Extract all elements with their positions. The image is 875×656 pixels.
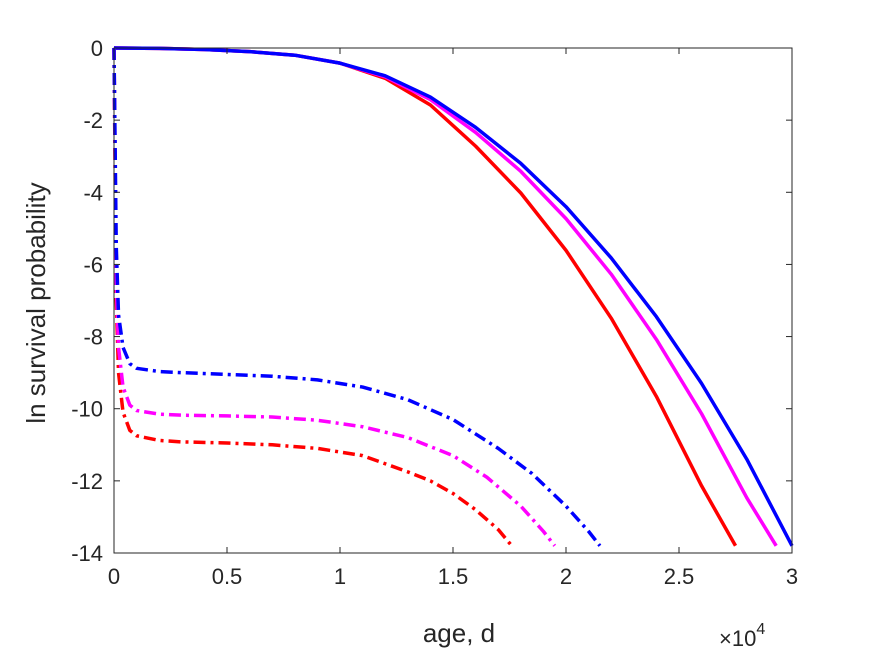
y-axis-label: ln survival probability — [21, 182, 51, 423]
series-line-4 — [112, 47, 514, 547]
x-tick-label: 0.5 — [212, 564, 243, 589]
x-tick-label: 2.5 — [664, 564, 695, 589]
y-axis-ticks: 0 -2 -4 -6 -8 -10 -12 -14 — [71, 36, 792, 566]
y-tick-label: -4 — [83, 180, 103, 205]
x-axis-label: age, d — [423, 618, 495, 648]
x-tick-label: 1 — [334, 564, 346, 589]
y-tick-label: -10 — [71, 397, 103, 422]
series-line-6 — [112, 47, 602, 547]
y-tick-label: 0 — [91, 36, 103, 61]
y-tick-label: -6 — [83, 252, 103, 277]
x-axis-multiplier: ×104 — [719, 621, 765, 651]
x-axis-multiplier-base: ×10 — [719, 626, 756, 651]
y-tick-label: -8 — [83, 325, 103, 350]
x-tick-label: 0 — [108, 564, 120, 589]
y-tick-label: -14 — [71, 541, 103, 566]
x-axis-ticks: 0 0.5 1 1.5 2 2.5 3 — [108, 48, 798, 589]
x-tick-label: 3 — [786, 564, 798, 589]
y-tick-label: -12 — [71, 469, 103, 494]
series-line-5 — [112, 47, 557, 547]
x-axis-multiplier-exponent: 4 — [756, 621, 765, 638]
x-tick-label: 2 — [560, 564, 572, 589]
x-tick-label: 1.5 — [438, 564, 469, 589]
y-tick-label: -2 — [83, 108, 103, 133]
